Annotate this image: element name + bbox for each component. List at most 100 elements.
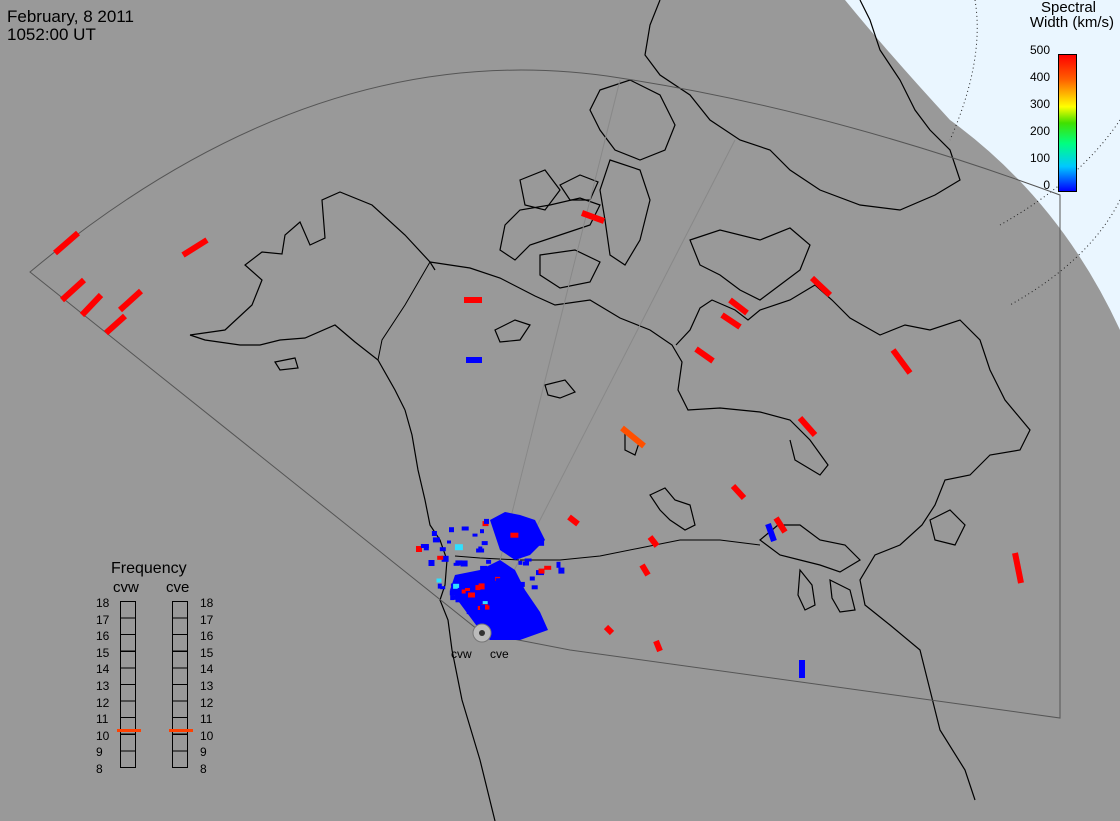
range-cell xyxy=(523,561,529,566)
frequency-label-left: 9 xyxy=(96,745,103,760)
range-cell xyxy=(454,544,463,551)
range-cell xyxy=(499,578,507,584)
range-cell xyxy=(53,230,80,256)
range-cell xyxy=(495,578,501,583)
range-cell xyxy=(475,585,481,591)
colorbar xyxy=(1058,54,1077,192)
frequency-label-right: 18 xyxy=(200,596,214,610)
range-cell xyxy=(453,583,460,589)
range-cell xyxy=(480,565,488,570)
range-cell xyxy=(502,612,506,616)
colorbar-title-line2: Width (km/s) xyxy=(1029,14,1114,31)
range-cell xyxy=(432,537,440,543)
range-cell xyxy=(439,547,446,552)
range-cell xyxy=(639,563,651,577)
range-cell xyxy=(481,541,488,546)
political-borders xyxy=(377,261,761,561)
range-cell xyxy=(494,582,501,588)
range-cell xyxy=(440,586,446,590)
range-cell xyxy=(653,639,663,653)
range-cell xyxy=(480,612,487,618)
range-cell xyxy=(117,288,144,313)
range-cell xyxy=(461,526,469,531)
range-cell xyxy=(460,560,468,567)
range-cell xyxy=(466,609,473,615)
time-label: 1052:00 UT xyxy=(7,25,96,44)
range-cell xyxy=(457,587,463,591)
range-cell xyxy=(544,565,552,570)
range-cell xyxy=(538,540,544,545)
range-cell xyxy=(516,581,525,587)
frequency-label-right: 9 xyxy=(200,745,207,760)
range-cell xyxy=(437,555,444,560)
range-cell xyxy=(472,533,478,537)
frequency-label-left: 10 xyxy=(96,728,110,743)
range-cell xyxy=(103,313,128,336)
range-cell xyxy=(510,532,519,538)
frequency-label-left: 16 xyxy=(96,629,110,644)
range-cell xyxy=(478,583,485,590)
colorbar-tick: 100 xyxy=(1029,151,1050,165)
colorbar-tick: 200 xyxy=(1029,124,1050,138)
colorbar-tick: 300 xyxy=(1029,97,1050,111)
range-cell xyxy=(567,514,580,527)
range-cell xyxy=(620,425,646,449)
range-cell xyxy=(453,562,460,566)
range-cell xyxy=(480,604,485,610)
frequency-column-cve xyxy=(172,601,188,768)
range-cell xyxy=(181,237,209,258)
colorbar-tick: 400 xyxy=(1029,70,1050,84)
range-cell xyxy=(505,523,511,528)
range-cell xyxy=(474,591,481,596)
frequency-label-right: 15 xyxy=(200,645,214,660)
range-cell xyxy=(468,592,475,598)
radar-site-dot xyxy=(479,630,485,636)
range-cell xyxy=(431,531,437,536)
frequency-marker-cvw xyxy=(117,728,141,732)
frequency-label-right: 12 xyxy=(200,695,214,710)
frequency-label-right: 10 xyxy=(200,728,214,743)
range-cell xyxy=(477,606,482,610)
range-cell xyxy=(528,541,532,545)
range-cell xyxy=(797,416,818,437)
range-cell xyxy=(478,546,483,553)
range-cell xyxy=(420,544,429,548)
frequency-label-right: 11 xyxy=(200,712,213,727)
range-cell xyxy=(79,292,104,318)
range-cell xyxy=(449,590,458,596)
radar-label-cve: cve xyxy=(490,647,509,661)
range-cell xyxy=(493,600,500,605)
range-cell xyxy=(416,546,422,552)
frequency-label-right: 17 xyxy=(200,612,214,627)
range-cell xyxy=(475,599,481,604)
range-cell xyxy=(457,578,465,583)
frequency-label-right: 13 xyxy=(200,679,214,693)
range-cell xyxy=(59,277,87,303)
range-cell xyxy=(529,576,535,581)
range-cell xyxy=(694,346,715,364)
range-cell xyxy=(486,559,492,564)
range-cell xyxy=(504,594,510,599)
range-cell xyxy=(580,210,606,224)
range-cell xyxy=(428,560,435,566)
range-cell xyxy=(484,518,489,524)
frequency-label-left: 14 xyxy=(96,662,110,677)
range-cell xyxy=(476,610,483,615)
colorbar-tick: 500 xyxy=(1029,43,1050,57)
date-label: February, 8 2011 xyxy=(7,7,134,26)
frequency-label-left: 17 xyxy=(96,612,110,627)
range-cell xyxy=(436,578,442,583)
coastlines xyxy=(189,0,1031,821)
range-cell xyxy=(538,568,545,574)
range-cell xyxy=(531,585,538,590)
range-cell xyxy=(449,527,454,533)
range-cell xyxy=(484,583,491,589)
range-cell xyxy=(496,527,503,531)
range-cell xyxy=(490,613,495,618)
range-cell xyxy=(773,516,788,534)
latitude-circles xyxy=(949,0,1120,306)
range-cell xyxy=(461,597,466,600)
range-cell xyxy=(482,601,488,605)
frequency-title: Frequency xyxy=(111,560,187,577)
